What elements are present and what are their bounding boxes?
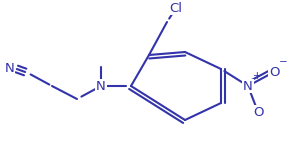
- Text: N: N: [4, 62, 14, 75]
- Text: −: −: [279, 57, 288, 67]
- Text: Cl: Cl: [170, 2, 182, 15]
- Text: O: O: [253, 106, 263, 119]
- Text: +: +: [253, 71, 262, 81]
- Text: N: N: [243, 80, 253, 93]
- Text: N: N: [96, 80, 106, 93]
- Text: O: O: [269, 66, 279, 78]
